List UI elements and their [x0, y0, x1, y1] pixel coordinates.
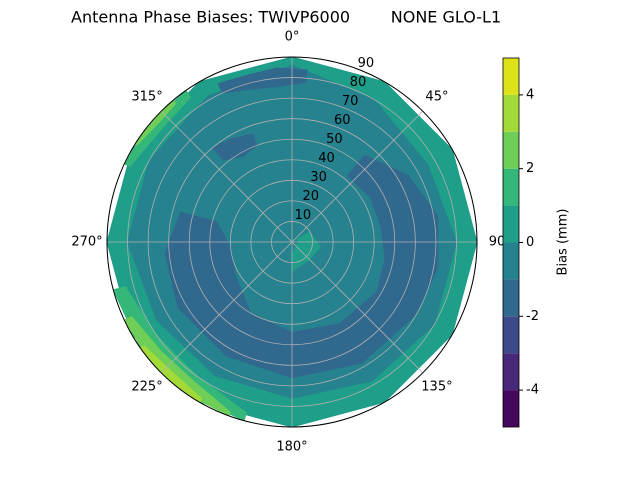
colorbar-tick-label: 4: [526, 87, 534, 102]
theta-tick-label: 225°: [131, 379, 162, 394]
theta-tick-label: 0°: [285, 30, 300, 45]
theta-tick-label: 45°: [425, 90, 448, 105]
colorbar-tick-label: -4: [526, 383, 539, 398]
theta-tick-label: 90: [489, 235, 506, 250]
colorbar-band: [503, 390, 519, 427]
r-tick-label: 50: [326, 132, 343, 147]
colorbar-band: [503, 242, 519, 280]
r-tick-label: 60: [334, 113, 351, 128]
colorbar-band: [503, 168, 519, 206]
theta-tick-label: 180°: [276, 440, 307, 455]
r-tick-label: 30: [310, 170, 327, 185]
colorbar-band: [503, 58, 519, 95]
grid-spoke: [291, 241, 424, 374]
r-tick-label: 70: [342, 94, 359, 109]
theta-tick-label: 135°: [421, 379, 452, 394]
colorbar-band: [503, 94, 519, 132]
r-tick-label: 40: [318, 151, 335, 166]
colorbar-tick-label: -2: [526, 309, 539, 324]
theta-tick-label: 270°: [71, 235, 102, 250]
polar-frame: [106, 56, 478, 428]
colorbar-band: [503, 205, 519, 243]
r-tick-label: 90: [358, 56, 375, 71]
grid-spoke: [291, 110, 424, 243]
theta-tick-label: 315°: [131, 90, 162, 105]
colorbar-tick-label: 0: [526, 235, 534, 250]
colorbar-band: [503, 316, 519, 354]
colorbar-label: Bias (mm): [556, 209, 571, 276]
colorbar-band: [503, 279, 519, 317]
grid-spoke: [160, 241, 293, 374]
contour-region: [164, 154, 439, 379]
grid-spoke: [160, 110, 293, 243]
colorbar-band: [503, 353, 519, 391]
colorbar-tick-label: 2: [526, 161, 534, 176]
r-tick-label: 10: [295, 208, 312, 223]
colorbar-band: [503, 131, 519, 169]
chart-title: Antenna Phase Biases: TWIVP6000 NONE GLO…: [71, 8, 501, 27]
r-tick-label: 20: [303, 189, 320, 204]
polar-plot: [106, 56, 478, 428]
r-tick-label: 80: [350, 75, 367, 90]
